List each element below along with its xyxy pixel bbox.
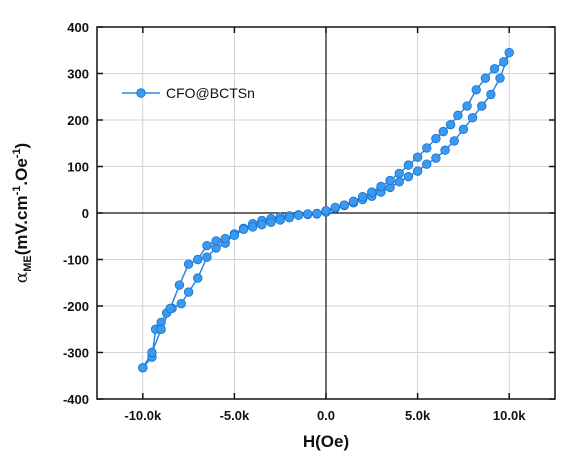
data-point <box>202 252 212 262</box>
x-tick-label: 0.0 <box>317 408 335 423</box>
data-point <box>284 212 295 223</box>
x-tick-label: 10.0k <box>493 408 526 423</box>
data-point <box>238 224 249 234</box>
data-point <box>486 89 496 100</box>
data-point <box>376 181 386 192</box>
x-tick-label: -5.0k <box>220 408 250 423</box>
data-point <box>165 303 175 314</box>
data-point <box>449 136 459 146</box>
data-point <box>403 160 414 170</box>
data-point <box>156 324 166 334</box>
y-axis-title-close: ) <box>12 143 31 149</box>
data-point <box>471 85 481 95</box>
legend-marker <box>136 88 146 98</box>
data-point <box>477 101 487 111</box>
data-point <box>412 166 423 176</box>
y-tick-label: -200 <box>63 299 89 314</box>
data-point <box>202 240 212 251</box>
data-point <box>193 254 203 265</box>
data-point <box>458 124 469 135</box>
data-point <box>229 230 240 241</box>
data-point <box>302 209 313 219</box>
y-axis-title-exponent-2: -1 <box>11 148 23 158</box>
y-axis-title: αME(mV.cm-1.Oe-1) <box>11 143 34 283</box>
data-point <box>348 196 359 207</box>
data-point <box>438 126 448 137</box>
data-point <box>257 219 267 230</box>
x-axis-title: H(Oe) <box>303 432 349 451</box>
data-point <box>211 236 221 246</box>
data-point <box>321 205 331 216</box>
data-point <box>467 112 478 123</box>
data-point <box>357 192 368 202</box>
y-axis-title-subscript: ME <box>22 255 34 272</box>
data-point <box>293 210 304 221</box>
y-tick-label: 100 <box>67 160 89 175</box>
data-point <box>412 152 423 162</box>
data-point <box>147 347 157 358</box>
data-point <box>504 47 514 58</box>
data-point <box>431 153 441 163</box>
data-point <box>330 202 340 213</box>
data-point <box>403 172 414 182</box>
legend-label: CFO@BCTSn <box>166 85 255 101</box>
data-point <box>183 287 194 297</box>
y-tick-label: 0 <box>82 206 89 221</box>
x-tick-label: 5.0k <box>405 408 431 423</box>
data-point <box>499 57 509 67</box>
data-point <box>174 280 185 290</box>
y-axis-title-unit: .Oe <box>12 158 31 185</box>
y-tick-label: -100 <box>63 253 89 268</box>
data-point <box>445 119 456 130</box>
y-tick-label: 300 <box>67 67 89 82</box>
x-tick-label: -10.0k <box>124 408 162 423</box>
y-axis-title-symbol: α <box>12 271 32 283</box>
data-point <box>248 222 258 232</box>
y-tick-label: -400 <box>63 392 89 407</box>
y-tick-label: -300 <box>63 346 89 361</box>
data-point <box>367 187 377 197</box>
data-point <box>138 363 148 373</box>
data-point <box>394 177 404 187</box>
data-point <box>183 259 194 269</box>
data-point <box>495 73 505 83</box>
data-point <box>422 159 432 169</box>
data-point <box>176 298 186 309</box>
ticks: -10.0k -5.0k 0.0 5.0k 10.0k -400 -300 -200 -100 0… <box>63 20 555 423</box>
data-point <box>312 208 322 219</box>
legend: CFO@BCTSn <box>122 85 255 101</box>
data-point <box>462 101 472 111</box>
data-point <box>275 215 285 225</box>
y-tick-label: 200 <box>67 113 89 128</box>
data-point <box>489 64 500 74</box>
data-point <box>422 143 432 153</box>
y-tick-label: 400 <box>67 20 89 35</box>
series-layer <box>138 47 514 373</box>
data-point <box>220 233 230 244</box>
y-axis-title-text: (mV.cm <box>12 195 31 255</box>
data-point <box>440 145 450 155</box>
data-point <box>394 168 404 179</box>
y-axis-title-exponent-1: -1 <box>11 186 23 196</box>
data-point <box>339 200 350 210</box>
data-point <box>431 133 441 144</box>
data-point <box>480 73 491 83</box>
data-point <box>266 217 276 228</box>
data-point <box>453 110 463 121</box>
data-point <box>193 273 203 283</box>
data-point <box>385 175 395 186</box>
